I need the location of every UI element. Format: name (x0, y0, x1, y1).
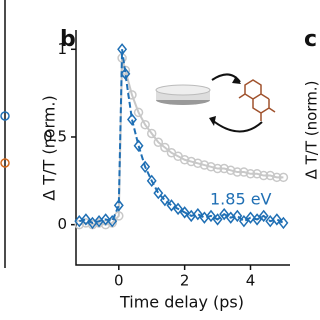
data-point (212, 163, 223, 174)
data-point (140, 119, 150, 130)
data-point (160, 142, 170, 153)
prev-panel-marker (0, 111, 10, 121)
data-point (232, 209, 243, 223)
data-point (133, 107, 144, 118)
data-point (113, 199, 124, 212)
next-panel-y-label: Δ T/T (norm.) (303, 81, 320, 180)
y-tick-label: 0 (57, 215, 67, 233)
data-point (107, 214, 118, 228)
inset-schematic (155, 73, 276, 133)
x-tick-label: 4 (246, 272, 256, 290)
data-point (225, 165, 236, 176)
x-axis-label: Time delay (ps) (119, 293, 244, 312)
data-point (117, 43, 128, 56)
data-point (173, 202, 184, 216)
data-point (219, 207, 230, 221)
data-point (265, 170, 275, 181)
data-point (80, 213, 91, 226)
x-tick-label: 0 (114, 272, 124, 290)
data-point (179, 155, 190, 165)
data-point (271, 213, 282, 226)
data-point (120, 67, 131, 81)
data-point (245, 169, 256, 179)
data-point (278, 172, 289, 183)
data-point (179, 206, 190, 219)
data-point (146, 174, 157, 188)
panel-label: c (304, 27, 317, 52)
prev-panel-marker (0, 158, 10, 168)
data-point (238, 214, 249, 228)
data-point (258, 209, 269, 223)
data-point (100, 213, 111, 226)
axes-frame (75, 30, 290, 266)
data-point (159, 193, 170, 207)
data-point (219, 163, 229, 174)
data-point (146, 128, 157, 139)
data-point (192, 207, 203, 221)
data-point (100, 219, 111, 230)
data-point (206, 209, 216, 223)
data-point (252, 169, 262, 179)
data-point (258, 170, 269, 181)
y-axis-label: Δ T/T (norm.) (40, 95, 59, 200)
data-point (206, 162, 216, 172)
data-point (232, 167, 243, 177)
y-tick-label: 0.5 (43, 127, 67, 145)
data-point (278, 216, 289, 230)
data-point (272, 172, 282, 183)
y-tick-label: 1 (57, 40, 67, 58)
x-tick-label: 2 (180, 272, 190, 290)
data-point (140, 160, 151, 173)
data-point (153, 186, 164, 200)
data-point (252, 213, 263, 226)
data-point (133, 139, 144, 152)
data-point (212, 213, 223, 226)
data-point (166, 199, 177, 212)
data-point (186, 156, 196, 167)
data-point (153, 137, 164, 147)
data-point (239, 167, 249, 177)
panel-label: b (60, 27, 76, 52)
data-point (127, 113, 137, 126)
data-point (193, 158, 203, 169)
data-point (199, 160, 210, 170)
annotation: 1.85 eV (210, 190, 272, 209)
data-point (245, 211, 256, 224)
